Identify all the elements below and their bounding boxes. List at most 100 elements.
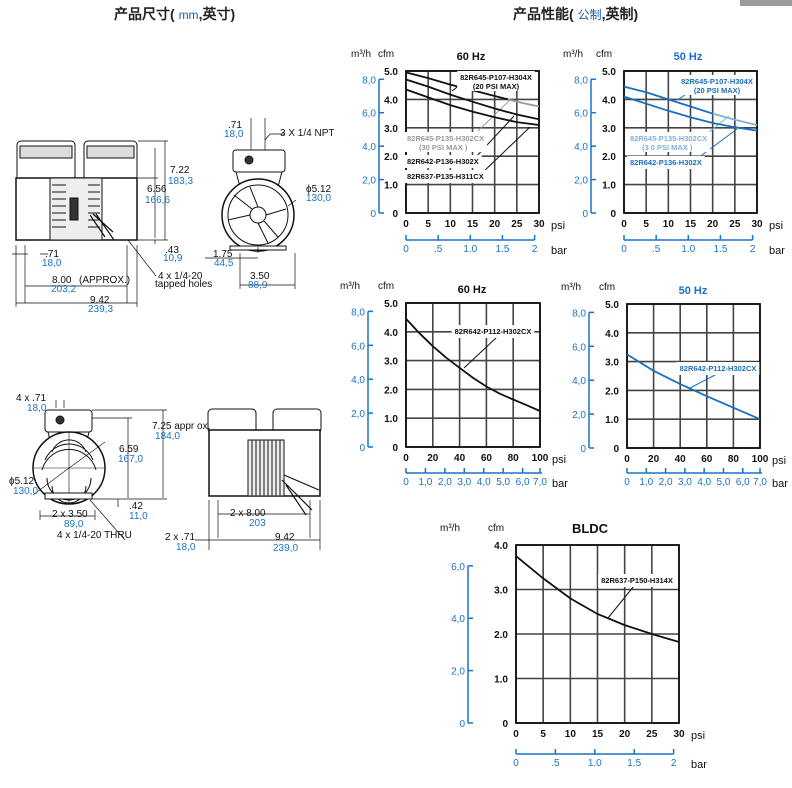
m3h-tick-label: 4,0 — [351, 375, 365, 386]
m3h-tick-label: 6,0 — [574, 109, 588, 120]
leader-line — [477, 99, 511, 132]
bldc-height-total-in: 7.25 appr ox. — [152, 421, 211, 432]
m3h-tick-label: 6,0 — [572, 342, 586, 353]
front-foot-height-in: .43 — [165, 245, 179, 256]
m3h-tick-label: 4,0 — [362, 142, 376, 153]
x-axis-unit-bar: bar — [691, 759, 707, 771]
x-tick-label: 15 — [467, 219, 479, 230]
x-tick-label: 40 — [454, 453, 466, 464]
chart-title: BLDC — [572, 521, 609, 536]
y-tick-label: 2.0 — [384, 385, 398, 396]
bar-tick-label: 0 — [403, 244, 409, 255]
m3h-tick-label: 0 — [459, 719, 465, 730]
y-tick-label: 5.0 — [384, 67, 398, 78]
bar-tick-label: 0 — [513, 758, 519, 769]
series-label: 82R645-P107-H304X — [681, 77, 753, 86]
x-tick-label: 80 — [728, 454, 740, 465]
leader-line — [689, 373, 718, 389]
bar-tick-label: 5,0 — [716, 477, 730, 488]
x-axis-unit-bar: bar — [772, 478, 788, 490]
m3h-tick-label: 2,0 — [574, 176, 588, 187]
x-tick-label: 80 — [508, 453, 520, 464]
x-axis-unit-psi: psi — [772, 455, 786, 467]
y-tick-label: 3.0 — [605, 358, 619, 369]
series-line-82R637-P135-H311CX — [405, 88, 540, 126]
m3h-tick-label: 2,0 — [451, 667, 465, 678]
y-tick-label: 0 — [502, 719, 508, 730]
bar-tick-label: 4,0 — [477, 477, 491, 488]
y-tick-label: 1.0 — [602, 181, 616, 192]
label-background — [404, 155, 482, 168]
m3h-tick-label: 8,0 — [574, 75, 588, 86]
x-tick-label: 5 — [540, 729, 546, 740]
x-tick-label: 20 — [707, 219, 719, 230]
bar-tick-label: 1,0 — [639, 477, 653, 488]
m3h-tick-label: 8,0 — [572, 308, 586, 319]
x-tick-label: 40 — [675, 454, 687, 465]
leader-line — [463, 336, 498, 369]
front-hole-spacing-note: (APPROX.) — [79, 275, 131, 286]
front-foot-offset-mm: 18,0 — [42, 258, 62, 269]
front-height-body-mm: 166,6 — [145, 195, 171, 206]
bldc-foot-height-mm: 11,0 — [129, 511, 148, 522]
label-background — [457, 71, 535, 91]
bar-tick-label: 2 — [750, 244, 756, 255]
series-line-82R645-P107-H304X — [623, 85, 713, 115]
x-tick-label: 0 — [403, 219, 409, 230]
series-line-82R642-P112-H302CX — [405, 318, 541, 412]
label-background — [598, 574, 676, 587]
y-tick-label: 2.0 — [602, 152, 616, 163]
y-tick-label: 0 — [610, 209, 616, 220]
m3h-tick-label: 6,0 — [451, 562, 465, 573]
label-background — [627, 156, 705, 169]
x-tick-label: 30 — [533, 219, 545, 230]
series-line-82R642-P136-H302X — [623, 95, 758, 132]
x-tick-label: 10 — [565, 729, 577, 740]
leader-line — [607, 585, 635, 619]
front-foot-height-mm: 10,9 — [163, 253, 183, 264]
m3h-tick-label: 4,0 — [572, 376, 586, 387]
plot-frame — [405, 302, 541, 448]
dimensions-title: 产品尺寸( — [114, 6, 175, 22]
front-holes-note-2: tapped holes — [155, 279, 213, 290]
y-tick-label: 2.0 — [605, 386, 619, 397]
bar-tick-label: 3,0 — [457, 477, 471, 488]
side-view-drawing — [205, 118, 297, 289]
series-line-82R642-P112-H302CX — [626, 353, 761, 421]
bldc-front-length-mm: 239,0 — [273, 543, 299, 554]
m3h-tick-label: 6,0 — [351, 341, 365, 352]
bldc-foot-height-in: .42 — [129, 501, 143, 512]
series-label: 82R642-P136-H302X — [407, 157, 479, 166]
side-port-offset-mm: 18,0 — [224, 129, 244, 140]
bldc-front-hole-spacing-mm: 203 — [249, 518, 266, 529]
bar-tick-label: 2,0 — [659, 477, 673, 488]
side-half-width-mm: 44,5 — [214, 258, 234, 269]
series-line-82R645-P135-H302CX — [507, 98, 540, 108]
performance-heading: 产品性能( 公制,英制) — [513, 4, 638, 24]
bar-tick-label: 1.5 — [713, 244, 727, 255]
x-tick-label: 30 — [751, 219, 763, 230]
x-tick-label: 15 — [592, 729, 604, 740]
y-axis-unit-m3h: m³/h — [340, 281, 360, 292]
bar-tick-label: 1.0 — [588, 758, 602, 769]
y-tick-label: 3.0 — [384, 124, 398, 135]
bar-tick-label: .5 — [652, 244, 661, 255]
bldc-height-total-mm: 184,0 — [155, 431, 181, 442]
dimensions-heading: 产品尺寸( mm,英寸) — [114, 4, 235, 24]
side-half-width-in: 1.75 — [213, 249, 233, 260]
bldc-front-length-in: 9.42 — [275, 532, 295, 543]
y-tick-label: 4.0 — [384, 95, 398, 106]
x-tick-label: 10 — [445, 219, 457, 230]
bar-tick-label: 0 — [403, 477, 409, 488]
dimensions-unit-metric: mm — [178, 8, 199, 22]
y-axis-unit-cfm: cfm — [378, 281, 394, 292]
y-tick-label: 4.0 — [494, 541, 508, 552]
series-note: (30 PSI MAX ) — [419, 143, 468, 152]
y-tick-label: 2.0 — [384, 152, 398, 163]
y-tick-label: 3.0 — [494, 586, 508, 597]
bar-tick-label: 3,0 — [678, 477, 692, 488]
y-tick-label: 1.0 — [384, 414, 398, 425]
bar-tick-label: 1.5 — [495, 244, 509, 255]
x-tick-label: 20 — [619, 729, 631, 740]
y-tick-label: 2.0 — [494, 630, 508, 641]
